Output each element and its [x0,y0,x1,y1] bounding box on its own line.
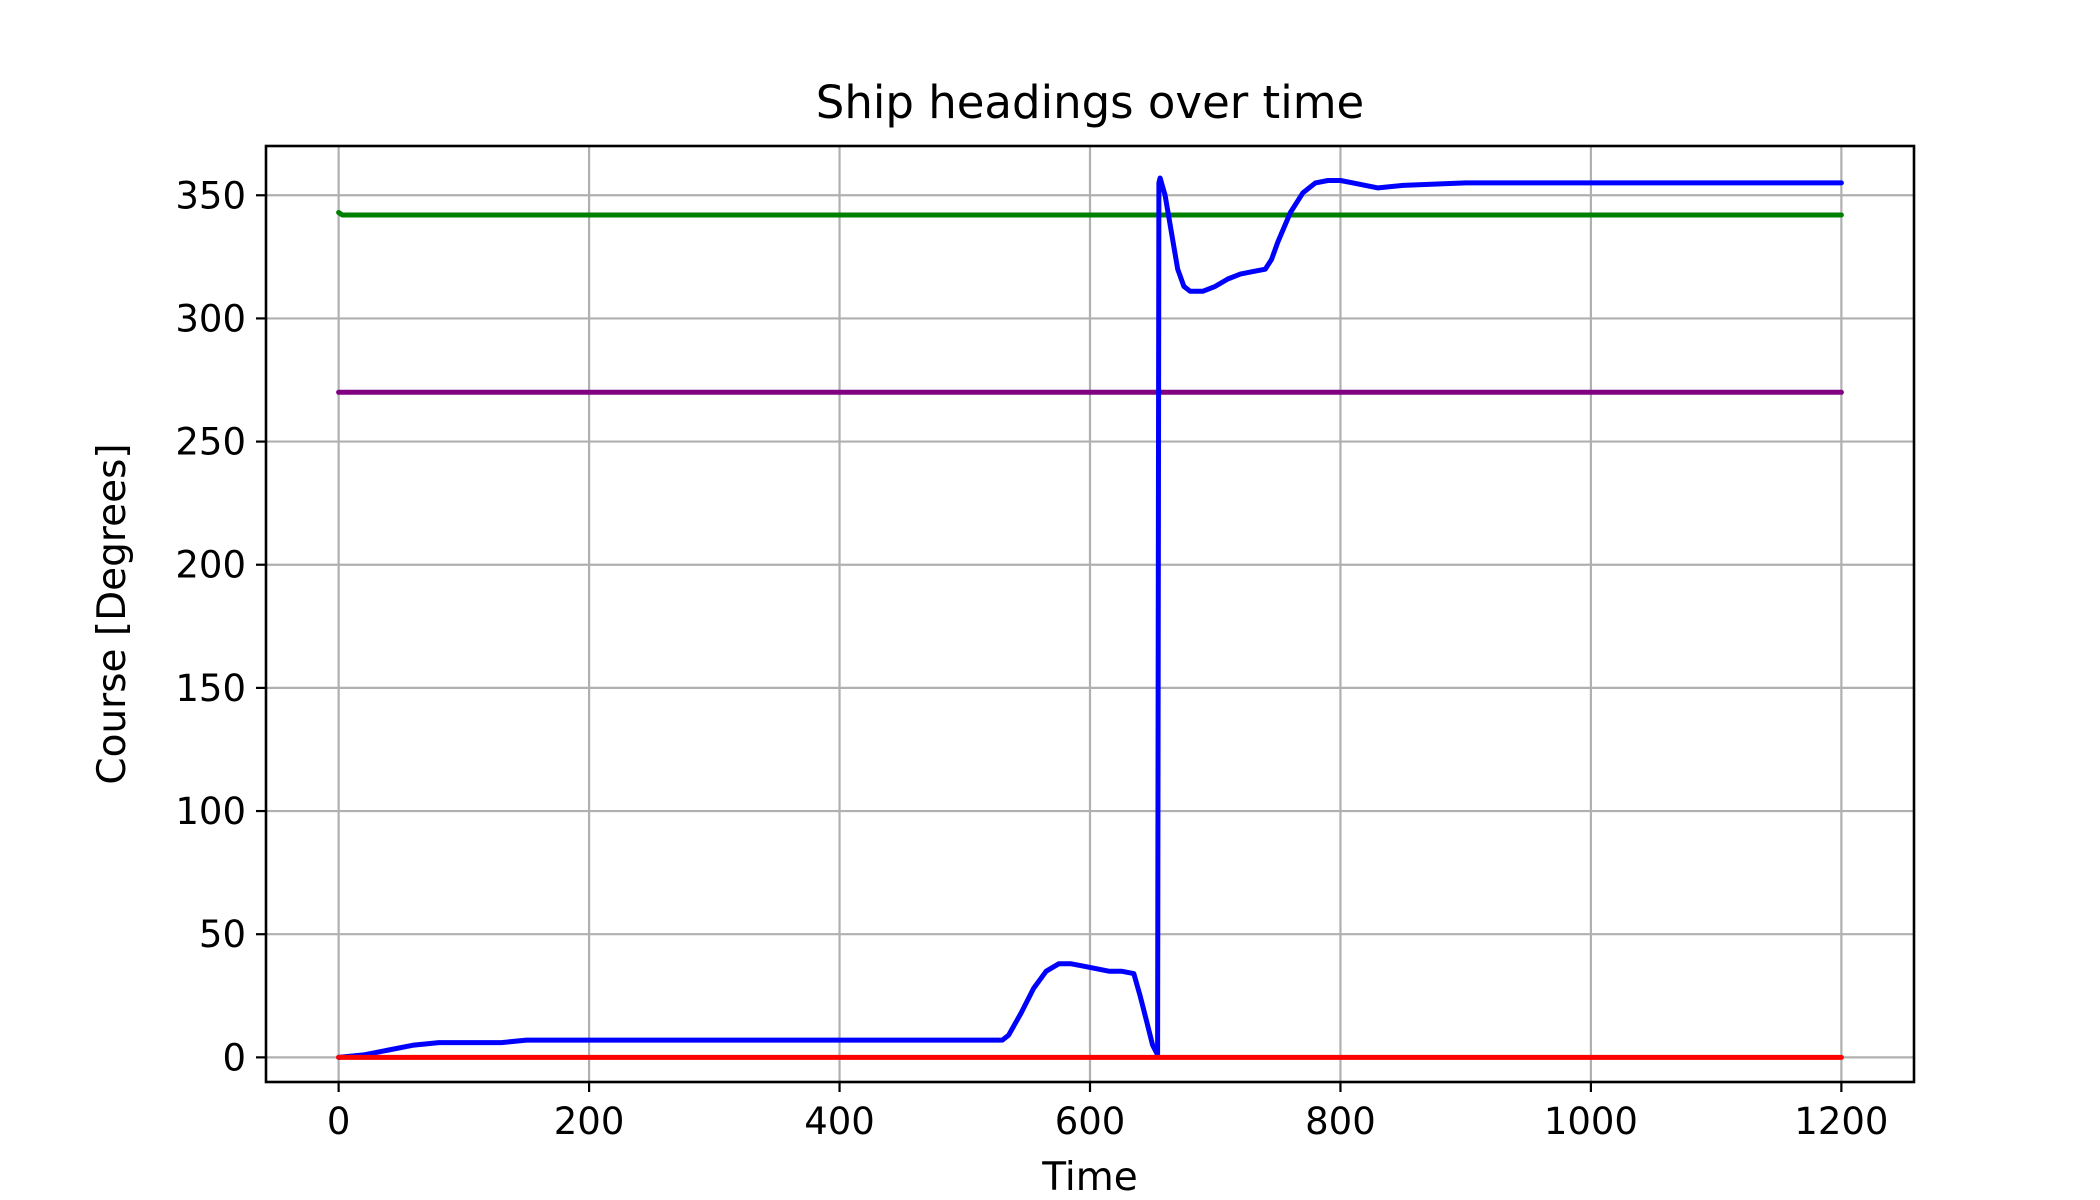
y-tick-label: 50 [199,913,246,956]
x-axis-label: Time [1041,1155,1137,1200]
y-tick-label: 0 [222,1036,246,1079]
x-tick-label: 400 [804,1100,875,1143]
x-tick-label: 800 [1305,1100,1376,1143]
y-tick-label: 300 [175,297,246,340]
y-axis-label: Course [Degrees] [90,443,135,784]
x-tick-label: 200 [554,1100,625,1143]
x-tick-label: 0 [327,1100,351,1143]
grid [266,146,1914,1082]
chart-title: Ship headings over time [816,76,1364,129]
y-tick-label: 350 [175,174,246,217]
y-tick-label: 150 [175,667,246,710]
y-tick-label: 200 [175,544,246,587]
plot-lines [336,175,1844,1060]
x-tick-label: 1200 [1794,1100,1888,1143]
y-tick-label: 250 [175,421,246,464]
series-line-2 [336,210,1844,218]
series-line-3 [336,175,1844,1060]
x-tick-label: 1000 [1544,1100,1638,1143]
x-tick-label: 600 [1055,1100,1126,1143]
axis-ticks: 0 200 400 600 800 1000 1200 0 50 100 150 200 250 300 3… [175,174,1888,1143]
y-tick-label: 100 [175,790,246,833]
